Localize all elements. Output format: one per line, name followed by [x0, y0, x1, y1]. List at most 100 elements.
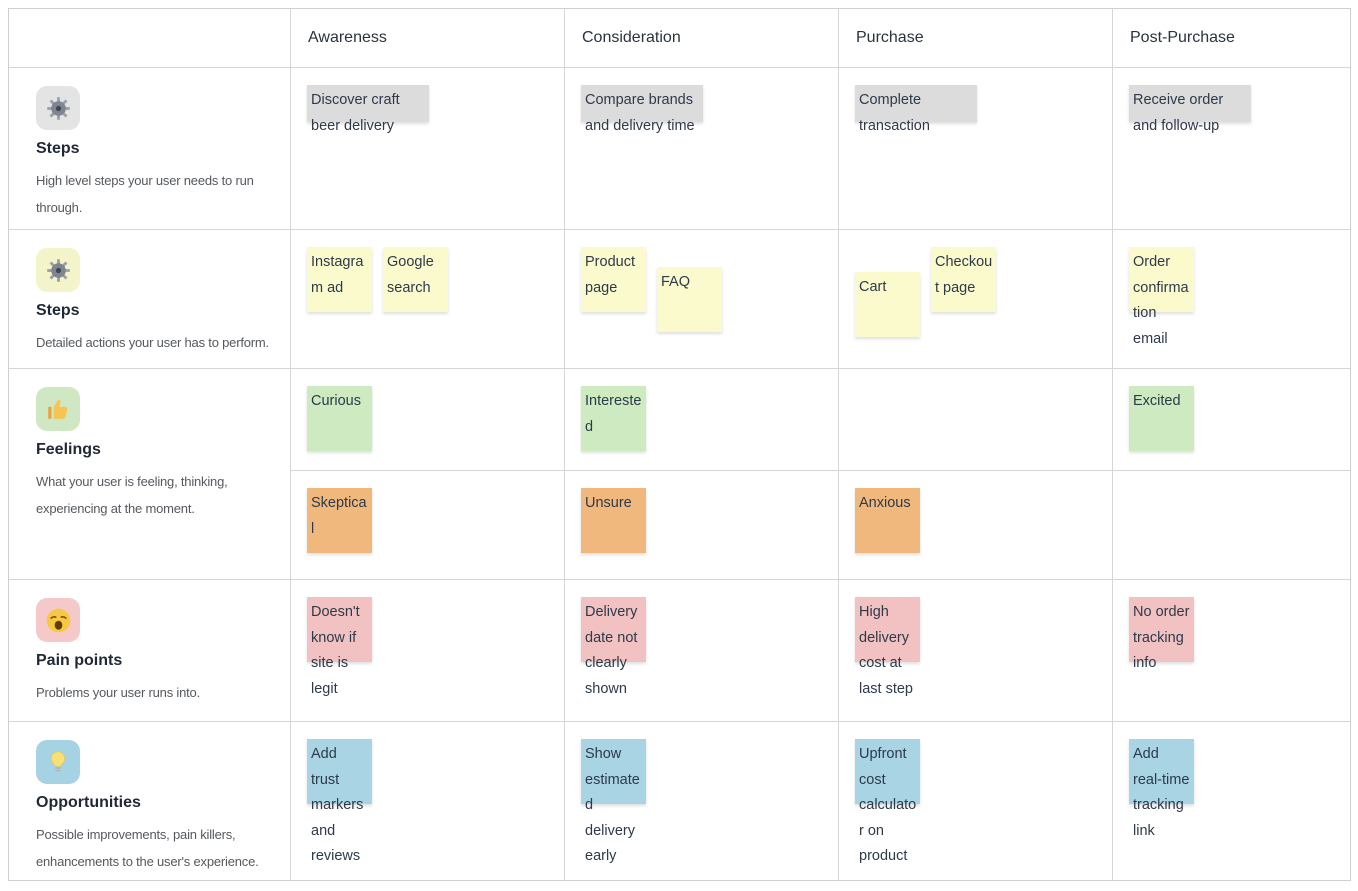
row-label: Steps	[36, 302, 80, 319]
column-header-label: Consideration	[582, 29, 681, 46]
sticky-note-text: Excited	[1133, 393, 1181, 409]
sticky-note[interactable]: Skeptical	[307, 488, 372, 553]
sticky-note-text: Curious	[311, 393, 361, 409]
cell-feelings-purchase[interactable]: Anxious	[839, 471, 1113, 580]
cell-pain-points-consideration[interactable]: Delivery date not clearly shown	[565, 580, 839, 722]
cell-feelings-consideration[interactable]: Interested	[565, 369, 839, 471]
sticky-note-text: Checkout page	[935, 254, 993, 296]
sticky-note[interactable]: Order confirmation email	[1129, 247, 1194, 347]
cell-feelings-post-purchase[interactable]: Excited	[1113, 369, 1350, 471]
cell-pain-points-awareness[interactable]: Doesn't know if site is legit	[291, 580, 565, 722]
sticky-note[interactable]: Compare brands and delivery time	[581, 85, 703, 134]
column-header-label: Purchase	[856, 29, 924, 46]
sticky-note-text: Google search	[387, 254, 434, 296]
sticky-note[interactable]: Checkout page	[931, 247, 996, 312]
sticky-note[interactable]: Curious	[307, 386, 372, 451]
cell-pain-points-post-purchase[interactable]: No order tracking info	[1113, 580, 1350, 722]
cell-steps-detailed-consideration[interactable]: Product page FAQ	[565, 230, 839, 369]
sticky-note-text: Skeptical	[311, 495, 367, 537]
row-header-steps-high-level: Steps High level steps your user needs to…	[9, 68, 291, 230]
column-header-consideration[interactable]: Consideration	[565, 9, 839, 68]
sticky-note-text: Order confirmation email	[1133, 254, 1189, 347]
row-label: Feelings	[36, 441, 101, 458]
cell-pain-points-purchase[interactable]: High delivery cost at last step	[839, 580, 1113, 722]
sticky-note[interactable]: FAQ	[657, 267, 722, 332]
row-description: Detailed actions your user has to perfor…	[36, 335, 269, 350]
cell-steps-high-level-purchase[interactable]: Complete transaction	[839, 68, 1113, 230]
sticky-note[interactable]: Unsure	[581, 488, 646, 553]
sticky-note-text: Complete transaction	[859, 92, 930, 134]
sticky-note[interactable]: Add trust markers and reviews	[307, 739, 372, 864]
sticky-note[interactable]: Upfront cost calculator on product	[855, 739, 920, 864]
row-label: Steps	[36, 140, 80, 157]
cell-opportunities-awareness[interactable]: Add trust markers and reviews	[291, 722, 565, 880]
column-header-purchase[interactable]: Purchase	[839, 9, 1113, 68]
thumbs-up-icon	[36, 387, 80, 431]
cell-steps-high-level-awareness[interactable]: Discover craft beer delivery	[291, 68, 565, 230]
row-header-opportunities: Opportunities Possible improvements, pain…	[9, 722, 291, 880]
row-description: What your user is feeling, thinking, exp…	[36, 474, 228, 516]
lightbulb-icon	[36, 740, 80, 784]
sticky-note[interactable]: Add real-time tracking link	[1129, 739, 1194, 839]
sticky-note[interactable]: Google search	[383, 247, 448, 312]
cell-opportunities-purchase[interactable]: Upfront cost calculator on product	[839, 722, 1113, 880]
row-label: Pain points	[36, 652, 123, 669]
sticky-note-text: Add real-time tracking link	[1133, 746, 1190, 839]
sticky-note-text: Receive order and follow-up	[1133, 92, 1224, 134]
cell-feelings-purchase[interactable]	[839, 369, 1113, 471]
cell-feelings-awareness[interactable]: Skeptical	[291, 471, 565, 580]
row-header-feelings: Feelings What your user is feeling, think…	[9, 369, 291, 580]
cell-steps-detailed-post-purchase[interactable]: Order confirmation email	[1113, 230, 1350, 369]
column-header-awareness[interactable]: Awareness	[291, 9, 565, 68]
column-header-post-purchase[interactable]: Post-Purchase	[1113, 9, 1350, 68]
journey-map-board: Awareness Consideration Purchase Post-Purch…	[8, 8, 1351, 881]
corner-cell	[9, 9, 291, 68]
cell-feelings-consideration[interactable]: Unsure	[565, 471, 839, 580]
sticky-note[interactable]: Show estimated delivery early	[581, 739, 646, 864]
sticky-note-text: No order tracking info	[1133, 604, 1190, 671]
sticky-note-text: Interested	[585, 393, 642, 435]
sticky-note-text: High delivery cost at last step	[859, 604, 913, 697]
gear-icon	[36, 248, 80, 292]
weary-face-icon	[36, 598, 80, 642]
cell-steps-detailed-purchase[interactable]: Cart Checkout page	[839, 230, 1113, 369]
sticky-note[interactable]: Product page	[581, 247, 646, 312]
sticky-note-text: Anxious	[859, 495, 911, 511]
cell-steps-high-level-consideration[interactable]: Compare brands and delivery time	[565, 68, 839, 230]
sticky-note[interactable]: Delivery date not clearly shown	[581, 597, 646, 697]
cell-steps-detailed-awareness[interactable]: Instagram ad Google search	[291, 230, 565, 369]
sticky-note-text: FAQ	[661, 274, 691, 290]
sticky-note-text: Product page	[585, 254, 635, 296]
cell-steps-high-level-post-purchase[interactable]: Receive order and follow-up	[1113, 68, 1350, 230]
sticky-note-text: Cart	[859, 279, 887, 295]
sticky-note[interactable]: Interested	[581, 386, 646, 451]
sticky-note[interactable]: Anxious	[855, 488, 920, 553]
sticky-note[interactable]: Cart	[855, 272, 920, 337]
sticky-note-text: Show estimated delivery early	[585, 746, 640, 864]
sticky-note[interactable]: Complete transaction	[855, 85, 977, 134]
row-label: Opportunities	[36, 794, 141, 811]
sticky-note[interactable]: No order tracking info	[1129, 597, 1194, 671]
cell-feelings-post-purchase[interactable]	[1113, 471, 1350, 580]
cell-opportunities-post-purchase[interactable]: Add real-time tracking link	[1113, 722, 1350, 880]
sticky-note-text: Delivery date not clearly shown	[585, 604, 638, 697]
row-description: Problems your user runs into.	[36, 685, 200, 700]
sticky-note[interactable]: Doesn't know if site is legit	[307, 597, 372, 697]
sticky-note-text: Instagram ad	[311, 254, 364, 296]
row-header-pain-points: Pain points Problems your user runs into.	[9, 580, 291, 722]
sticky-note-text: Add trust markers and reviews	[311, 746, 364, 864]
sticky-note[interactable]: Excited	[1129, 386, 1194, 451]
sticky-note-text: Discover craft beer delivery	[311, 92, 400, 134]
sticky-note-text: Compare brands and delivery time	[585, 92, 695, 134]
sticky-note-text: Doesn't know if site is legit	[311, 604, 360, 697]
sticky-note[interactable]: Receive order and follow-up	[1129, 85, 1251, 134]
sticky-note[interactable]: Instagram ad	[307, 247, 372, 312]
sticky-note-text: Unsure	[585, 495, 632, 511]
cell-opportunities-consideration[interactable]: Show estimated delivery early	[565, 722, 839, 880]
cell-feelings-awareness[interactable]: Curious	[291, 369, 565, 471]
sticky-note[interactable]: High delivery cost at last step	[855, 597, 920, 697]
sticky-note[interactable]: Discover craft beer delivery	[307, 85, 429, 134]
row-description: Possible improvements, pain killers, enh…	[36, 827, 259, 869]
gear-icon	[36, 86, 80, 130]
